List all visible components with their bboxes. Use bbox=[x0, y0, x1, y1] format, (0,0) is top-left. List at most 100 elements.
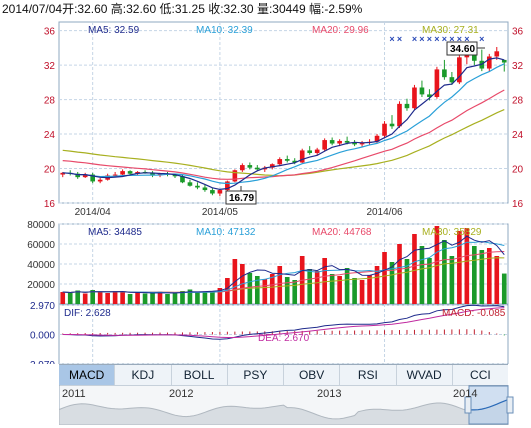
volume-bar bbox=[75, 290, 81, 304]
candle-body bbox=[307, 150, 313, 154]
price-tick-right: 36 bbox=[512, 27, 524, 38]
price-tick-right: 32 bbox=[512, 61, 524, 72]
candle-body bbox=[180, 176, 185, 183]
event-marker[interactable]: × bbox=[427, 34, 432, 44]
quote-high: 高:32.60 bbox=[110, 2, 157, 16]
price-ma20-line bbox=[62, 89, 505, 180]
volume-bar bbox=[322, 258, 327, 304]
candle-body bbox=[292, 160, 298, 163]
macd-histogram bbox=[62, 304, 505, 340]
volume-bar bbox=[269, 274, 275, 304]
candle-body bbox=[486, 56, 492, 69]
date-tick-label: 2014/04 bbox=[75, 207, 112, 218]
volume-tick-label: 80000 bbox=[27, 220, 55, 231]
macd-tick-label: 2.970 bbox=[30, 301, 55, 312]
volume-tick-label: 20000 bbox=[27, 280, 55, 291]
event-marker[interactable]: × bbox=[389, 34, 394, 44]
candle-body bbox=[172, 174, 178, 177]
macd-value-legend: MACD: -0.085 bbox=[442, 308, 506, 319]
navigator-left-handle[interactable] bbox=[464, 396, 472, 414]
price-tick-left: 32 bbox=[44, 61, 56, 72]
tab-cci[interactable]: CCI bbox=[470, 368, 491, 382]
price-tick-right: 20 bbox=[512, 165, 524, 176]
event-marker[interactable]: × bbox=[412, 34, 417, 44]
navigator-year-2013: 2013 bbox=[317, 388, 341, 400]
volume-bar bbox=[329, 274, 335, 304]
candle-body bbox=[210, 190, 215, 194]
volume-bar bbox=[457, 231, 462, 304]
event-marker[interactable]: × bbox=[449, 34, 454, 44]
price-ma20-legend: MA20: 29.96 bbox=[312, 25, 369, 36]
volume-bar bbox=[277, 266, 283, 304]
candle-body bbox=[127, 171, 133, 174]
volume-bar bbox=[374, 266, 380, 304]
candle-body bbox=[472, 52, 477, 61]
volume-bar bbox=[314, 271, 320, 304]
candle-body bbox=[187, 182, 193, 186]
volume-bar bbox=[442, 240, 447, 304]
volume-bar bbox=[344, 268, 350, 304]
tab-obv[interactable]: OBV bbox=[284, 365, 341, 385]
volume-bar bbox=[389, 262, 395, 304]
volume-ma10-legend: MA10: 47132 bbox=[196, 227, 256, 238]
candle-body bbox=[494, 51, 500, 57]
price-tick-left: 36 bbox=[44, 27, 56, 38]
event-marker[interactable]: × bbox=[434, 34, 439, 44]
date-tick-label: 2014/05 bbox=[202, 207, 239, 218]
navigator-right-handle[interactable] bbox=[506, 396, 514, 414]
price-tick-left: 16 bbox=[44, 199, 56, 210]
candle-body bbox=[82, 174, 88, 178]
candle-body bbox=[442, 69, 447, 78]
candle-body bbox=[284, 159, 290, 161]
macd-tick-label: 0.000 bbox=[30, 331, 55, 342]
candle-body bbox=[501, 59, 507, 63]
candle-body bbox=[322, 140, 327, 150]
volume-bar bbox=[479, 250, 485, 304]
volume-ma30-legend: MA30: 35829 bbox=[422, 227, 482, 238]
macd-dea-legend: DEA: 2.670 bbox=[258, 333, 310, 344]
volume-bar bbox=[494, 256, 500, 304]
volume-bar bbox=[217, 288, 223, 304]
tab-macd[interactable]: MACD bbox=[59, 365, 116, 385]
stock-chart[interactable]: 36 36 32 32 28 28 24 24 20 20 16 16 2014/04 2014/05 20… bbox=[0, 0, 531, 364]
price-tick-left: 20 bbox=[44, 165, 56, 176]
volume-bar bbox=[165, 294, 170, 304]
volume-bar bbox=[412, 234, 417, 304]
volume-bar bbox=[172, 293, 178, 304]
volume-bar bbox=[262, 279, 268, 304]
candle-body bbox=[60, 172, 66, 175]
macd-dea-line bbox=[62, 307, 505, 338]
event-marker[interactable]: × bbox=[397, 34, 402, 44]
event-marker[interactable]: × bbox=[419, 34, 424, 44]
price-ma30-legend: MA30: 27.31 bbox=[422, 25, 479, 36]
event-marker[interactable]: × bbox=[479, 34, 484, 44]
candle-body bbox=[397, 103, 402, 127]
event-marker[interactable]: × bbox=[457, 34, 462, 44]
price-tick-right: 16 bbox=[512, 199, 524, 210]
volume-bar bbox=[501, 273, 507, 304]
event-markers[interactable]: × × × × × × × × × × × bbox=[389, 34, 484, 44]
volume-bar bbox=[112, 291, 118, 304]
tab-kdj[interactable]: KDJ bbox=[115, 365, 172, 385]
tab-psy[interactable]: PSY bbox=[228, 365, 284, 385]
tab-boll[interactable]: BOLL bbox=[172, 365, 228, 385]
tab-wvad[interactable]: WVAD bbox=[397, 365, 453, 385]
candle-body bbox=[277, 159, 283, 165]
candle-body bbox=[314, 149, 320, 154]
candle-body bbox=[427, 94, 432, 97]
candle-body bbox=[247, 165, 253, 168]
price-ma10-legend: MA10: 32.39 bbox=[196, 25, 253, 36]
volume-bar bbox=[449, 256, 455, 304]
volume-bar bbox=[427, 258, 432, 304]
navigator-history-line bbox=[59, 398, 509, 425]
volume-bars bbox=[60, 226, 507, 304]
event-marker[interactable]: × bbox=[442, 34, 447, 44]
candle-body bbox=[449, 77, 455, 83]
candle-body bbox=[240, 165, 245, 171]
volume-bar bbox=[307, 269, 313, 304]
timeline-navigator[interactable]: 2011 2012 2013 2014 bbox=[59, 385, 521, 425]
tab-rsi[interactable]: RSI bbox=[340, 365, 397, 385]
candle-body bbox=[202, 187, 208, 191]
volume-bar bbox=[180, 291, 185, 304]
event-marker[interactable]: × bbox=[464, 34, 469, 44]
